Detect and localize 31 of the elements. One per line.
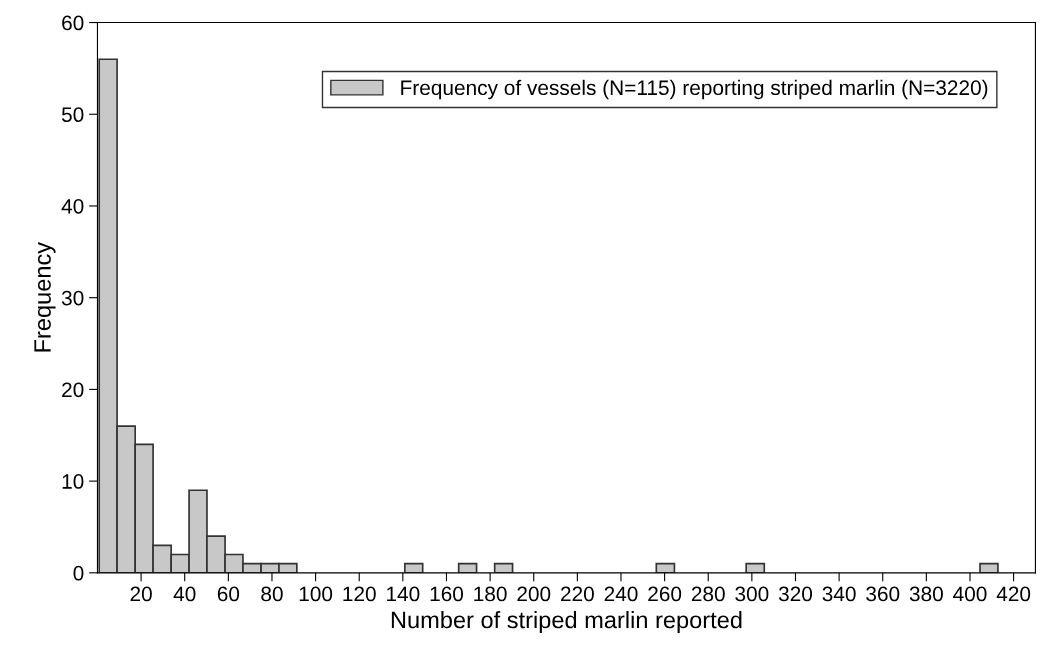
y-tick-label: 10 xyxy=(62,474,84,489)
x-tick-label: 120 xyxy=(343,586,376,602)
y-tick-label: 60 xyxy=(62,15,84,31)
x-tick-label: 300 xyxy=(735,586,769,602)
x-tick-label: 100 xyxy=(299,586,333,602)
x-tick-label: 60 xyxy=(217,586,240,602)
x-tick-label: 380 xyxy=(909,586,943,602)
x-tick-label: 260 xyxy=(648,586,682,602)
x-tick-label: 240 xyxy=(604,586,638,602)
x-tick-label: 400 xyxy=(953,586,987,602)
y-tick-label: 30 xyxy=(61,290,84,306)
x-tick-label: 80 xyxy=(261,586,283,602)
x-tick-label: 160 xyxy=(430,586,464,602)
y-tick-label: 50 xyxy=(61,107,84,123)
y-tick-label: 20 xyxy=(62,382,84,398)
y-tick-label: 40 xyxy=(61,198,84,214)
x-tick-label: 280 xyxy=(691,586,725,602)
x-tick-label: 360 xyxy=(866,586,900,602)
y-tick-label: 0 xyxy=(73,565,84,581)
x-tick-label: 20 xyxy=(130,586,152,602)
x-tick-label: 40 xyxy=(173,586,196,602)
y-axis-title: Frequency xyxy=(34,241,56,352)
x-tick-label: 200 xyxy=(517,586,551,602)
x-tick-label: 180 xyxy=(474,586,507,602)
legend-label: Frequency of vessels (N=115) reporting striped marlin (N=3220) xyxy=(401,79,988,100)
x-tick-label: 340 xyxy=(822,586,856,602)
x-axis-title: Number of striped marlin reported xyxy=(391,611,742,634)
x-tick-label: 140 xyxy=(387,586,420,602)
x-tick-label: 220 xyxy=(561,586,594,602)
x-tick-label: 420 xyxy=(996,586,1031,602)
x-tick-label: 320 xyxy=(778,586,813,602)
